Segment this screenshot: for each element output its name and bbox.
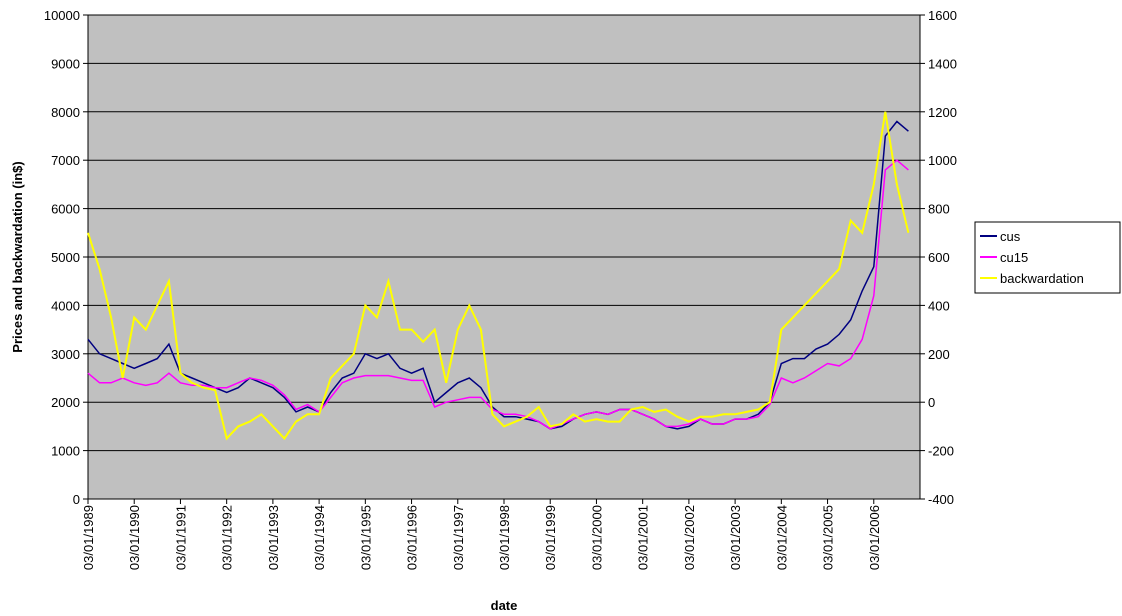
y2-tick-label: 0 — [928, 395, 935, 410]
x-tick-label: 03/01/2001 — [636, 505, 651, 570]
legend-label: backwardation — [1000, 271, 1084, 286]
y2-tick-label: 1400 — [928, 56, 957, 71]
x-tick-label: 03/01/2006 — [867, 505, 882, 570]
y2-tick-label: 200 — [928, 347, 950, 362]
x-tick-label: 03/01/1989 — [81, 505, 96, 570]
x-tick-label: 03/01/1991 — [173, 505, 188, 570]
series-line — [87, 159, 909, 430]
x-tick-label: 03/01/2003 — [728, 505, 743, 570]
x-tick-label: 03/01/1992 — [220, 505, 235, 570]
x-tick-label: 03/01/2005 — [821, 505, 836, 570]
y-tick-label: 4000 — [51, 298, 80, 313]
y2-tick-label: -200 — [928, 444, 954, 459]
y-tick-label: 10000 — [44, 8, 80, 23]
y2-tick-label: 400 — [928, 298, 950, 313]
y-tick-label: 5000 — [51, 250, 80, 265]
x-tick-label: 03/01/1995 — [358, 505, 373, 570]
series-line — [87, 111, 910, 441]
x-tick-label: 03/01/1999 — [543, 505, 558, 570]
legend-label: cu15 — [1000, 250, 1028, 265]
x-axis-label: date — [491, 598, 518, 613]
y2-tick-label: 1000 — [928, 153, 957, 168]
y-tick-label: 3000 — [51, 347, 80, 362]
y-tick-label: 1000 — [51, 444, 80, 459]
y-tick-label: 2000 — [51, 395, 80, 410]
x-tick-label: 03/01/1994 — [312, 505, 327, 570]
legend-label: cus — [1000, 229, 1021, 244]
y2-tick-label: 1200 — [928, 105, 957, 120]
x-tick-label: 03/01/2002 — [682, 505, 697, 570]
y-tick-label: 6000 — [51, 202, 80, 217]
y-axis-label: Prices and backwardation (in$) — [10, 161, 25, 352]
y-tick-label: 7000 — [51, 153, 80, 168]
y-tick-label: 8000 — [51, 105, 80, 120]
legend-box — [974, 221, 1121, 294]
y2-tick-label: 600 — [928, 250, 950, 265]
y-tick-label: 9000 — [51, 56, 80, 71]
x-tick-label: 03/01/2004 — [774, 505, 789, 570]
x-tick-label: 03/01/1990 — [127, 505, 142, 570]
y-tick-label: 0 — [73, 492, 80, 507]
x-tick-label: 03/01/1993 — [266, 505, 281, 570]
x-tick-label: 03/01/2000 — [589, 505, 604, 570]
x-tick-label: 03/01/1996 — [405, 505, 420, 570]
y2-tick-label: 800 — [928, 202, 950, 217]
x-tick-label: 03/01/1997 — [451, 505, 466, 570]
x-tick-label: 03/01/1998 — [497, 505, 512, 570]
y2-tick-label: -400 — [928, 492, 954, 507]
y2-tick-label: 1600 — [928, 8, 957, 23]
